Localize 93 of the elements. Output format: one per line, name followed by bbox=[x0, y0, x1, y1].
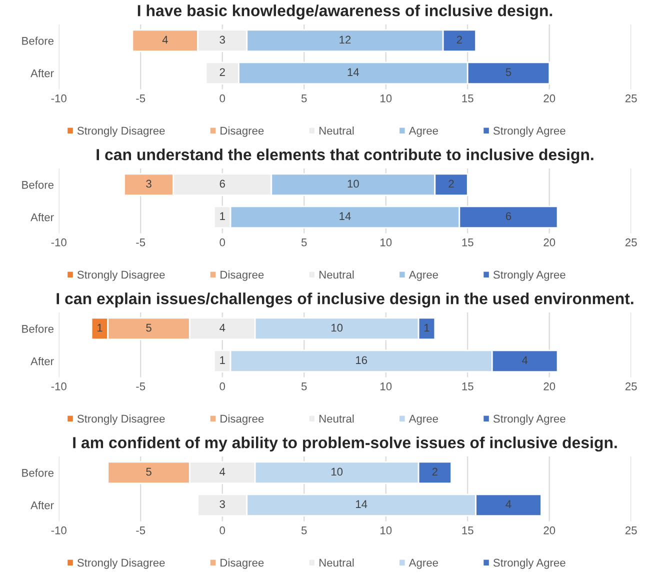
x-tick-label: 25 bbox=[625, 382, 637, 390]
data-label: 4 bbox=[522, 356, 528, 364]
x-tick-label: 5 bbox=[301, 94, 307, 102]
legend-label: Agree bbox=[408, 126, 438, 137]
legend-label: Strongly Disagree bbox=[77, 270, 165, 281]
y-tick-label: Before bbox=[22, 468, 54, 477]
chart-title: I have basic knowledge/awareness of inclusive design. bbox=[138, 4, 552, 20]
y-tick-label: After bbox=[30, 357, 54, 366]
data-label: 5 bbox=[146, 468, 152, 476]
data-label: 16 bbox=[356, 356, 368, 364]
chart-title: I can understand the elements that contribute to inclusive design. bbox=[96, 148, 594, 164]
legend-label: Disagree bbox=[220, 126, 264, 137]
x-tick-label: 0 bbox=[220, 94, 226, 102]
data-label: 1 bbox=[97, 324, 102, 332]
x-tick-label: 10 bbox=[380, 94, 392, 102]
x-tick-label: -10 bbox=[51, 94, 66, 102]
y-tick-label: Before bbox=[22, 324, 54, 333]
x-tick-label: 20 bbox=[544, 382, 556, 390]
x-tick-label: 5 bbox=[301, 238, 307, 246]
data-label: 2 bbox=[456, 36, 462, 44]
data-label: 2 bbox=[220, 68, 225, 76]
legend-label: Agree bbox=[408, 558, 438, 569]
chart-title: I can explain issues/challenges of inclusive design in the used environment. bbox=[56, 292, 634, 308]
x-tick-label: 25 bbox=[625, 238, 637, 246]
y-tick-label: Before bbox=[22, 180, 54, 189]
y-tick-label: Before bbox=[22, 36, 54, 45]
data-label: 10 bbox=[348, 180, 359, 188]
data-label: 14 bbox=[348, 68, 360, 76]
data-label: 10 bbox=[331, 468, 343, 476]
data-label: 3 bbox=[220, 36, 225, 44]
x-tick-label: 0 bbox=[220, 238, 226, 246]
legend-label: Strongly Disagree bbox=[77, 414, 165, 425]
x-tick-label: 25 bbox=[625, 94, 637, 102]
data-label: 5 bbox=[506, 68, 512, 76]
legend-label: Strongly Agree bbox=[493, 558, 566, 569]
x-tick-label: -5 bbox=[136, 238, 146, 246]
data-label: 3 bbox=[220, 500, 225, 508]
legend-label: Strongly Agree bbox=[493, 414, 566, 425]
x-tick-label: 15 bbox=[462, 238, 474, 246]
x-tick-label: 20 bbox=[544, 238, 556, 246]
legend-label: Neutral bbox=[319, 414, 354, 423]
y-tick-label: After bbox=[30, 501, 54, 510]
x-tick-label: 25 bbox=[625, 526, 637, 534]
x-tick-label: -5 bbox=[136, 526, 146, 534]
data-label: 14 bbox=[356, 500, 368, 508]
x-tick-label: -10 bbox=[51, 526, 66, 534]
chart-title: I am confident of my ability to problem-solve issues of inclusive design. bbox=[73, 436, 617, 452]
x-tick-label: 0 bbox=[220, 382, 226, 390]
data-label: 4 bbox=[506, 500, 512, 508]
legend-label: Strongly Disagree bbox=[77, 558, 165, 569]
data-label: 1 bbox=[424, 324, 430, 332]
data-label: 12 bbox=[340, 36, 351, 44]
data-label: 6 bbox=[220, 180, 225, 188]
data-label: 2 bbox=[448, 180, 454, 188]
data-label: 5 bbox=[146, 324, 152, 332]
y-tick-label: After bbox=[30, 213, 54, 222]
legend-label: Agree bbox=[408, 270, 438, 281]
legend-label: Disagree bbox=[220, 270, 264, 281]
x-tick-label: 15 bbox=[462, 526, 474, 534]
x-tick-label: 10 bbox=[380, 382, 392, 390]
x-tick-label: 10 bbox=[380, 526, 392, 534]
data-label: 14 bbox=[340, 212, 351, 220]
x-tick-label: 10 bbox=[380, 238, 392, 246]
legend-label: Strongly Agree bbox=[493, 126, 566, 137]
x-tick-label: -10 bbox=[51, 382, 66, 390]
data-label: 2 bbox=[432, 468, 438, 476]
legend-label: Agree bbox=[408, 414, 438, 425]
x-tick-label: -5 bbox=[136, 382, 146, 390]
x-tick-label: 15 bbox=[462, 382, 474, 390]
legend-label: Neutral bbox=[319, 558, 354, 567]
data-label: 6 bbox=[506, 212, 512, 220]
data-label: 10 bbox=[331, 324, 343, 332]
x-tick-label: 20 bbox=[544, 526, 556, 534]
x-tick-label: -5 bbox=[136, 94, 146, 102]
data-label: 1 bbox=[220, 356, 225, 364]
y-tick-label: After bbox=[30, 69, 54, 78]
x-tick-label: 15 bbox=[462, 94, 474, 102]
legend-label: Disagree bbox=[220, 558, 264, 569]
legend-label: Neutral bbox=[319, 270, 354, 279]
data-label: 4 bbox=[220, 324, 226, 332]
data-label: 3 bbox=[146, 180, 152, 188]
legend-label: Strongly Disagree bbox=[77, 126, 165, 137]
legend-label: Strongly Agree bbox=[493, 270, 566, 281]
data-label: 1 bbox=[220, 212, 225, 220]
x-tick-label: 5 bbox=[301, 382, 307, 390]
x-tick-label: 5 bbox=[301, 526, 307, 534]
legend-label: Neutral bbox=[319, 126, 354, 135]
x-tick-label: -10 bbox=[51, 238, 66, 246]
legend-label: Disagree bbox=[220, 414, 264, 425]
x-tick-label: 0 bbox=[220, 526, 226, 534]
data-label: 4 bbox=[220, 468, 226, 476]
data-label: 4 bbox=[162, 36, 168, 44]
x-tick-label: 20 bbox=[544, 94, 556, 102]
